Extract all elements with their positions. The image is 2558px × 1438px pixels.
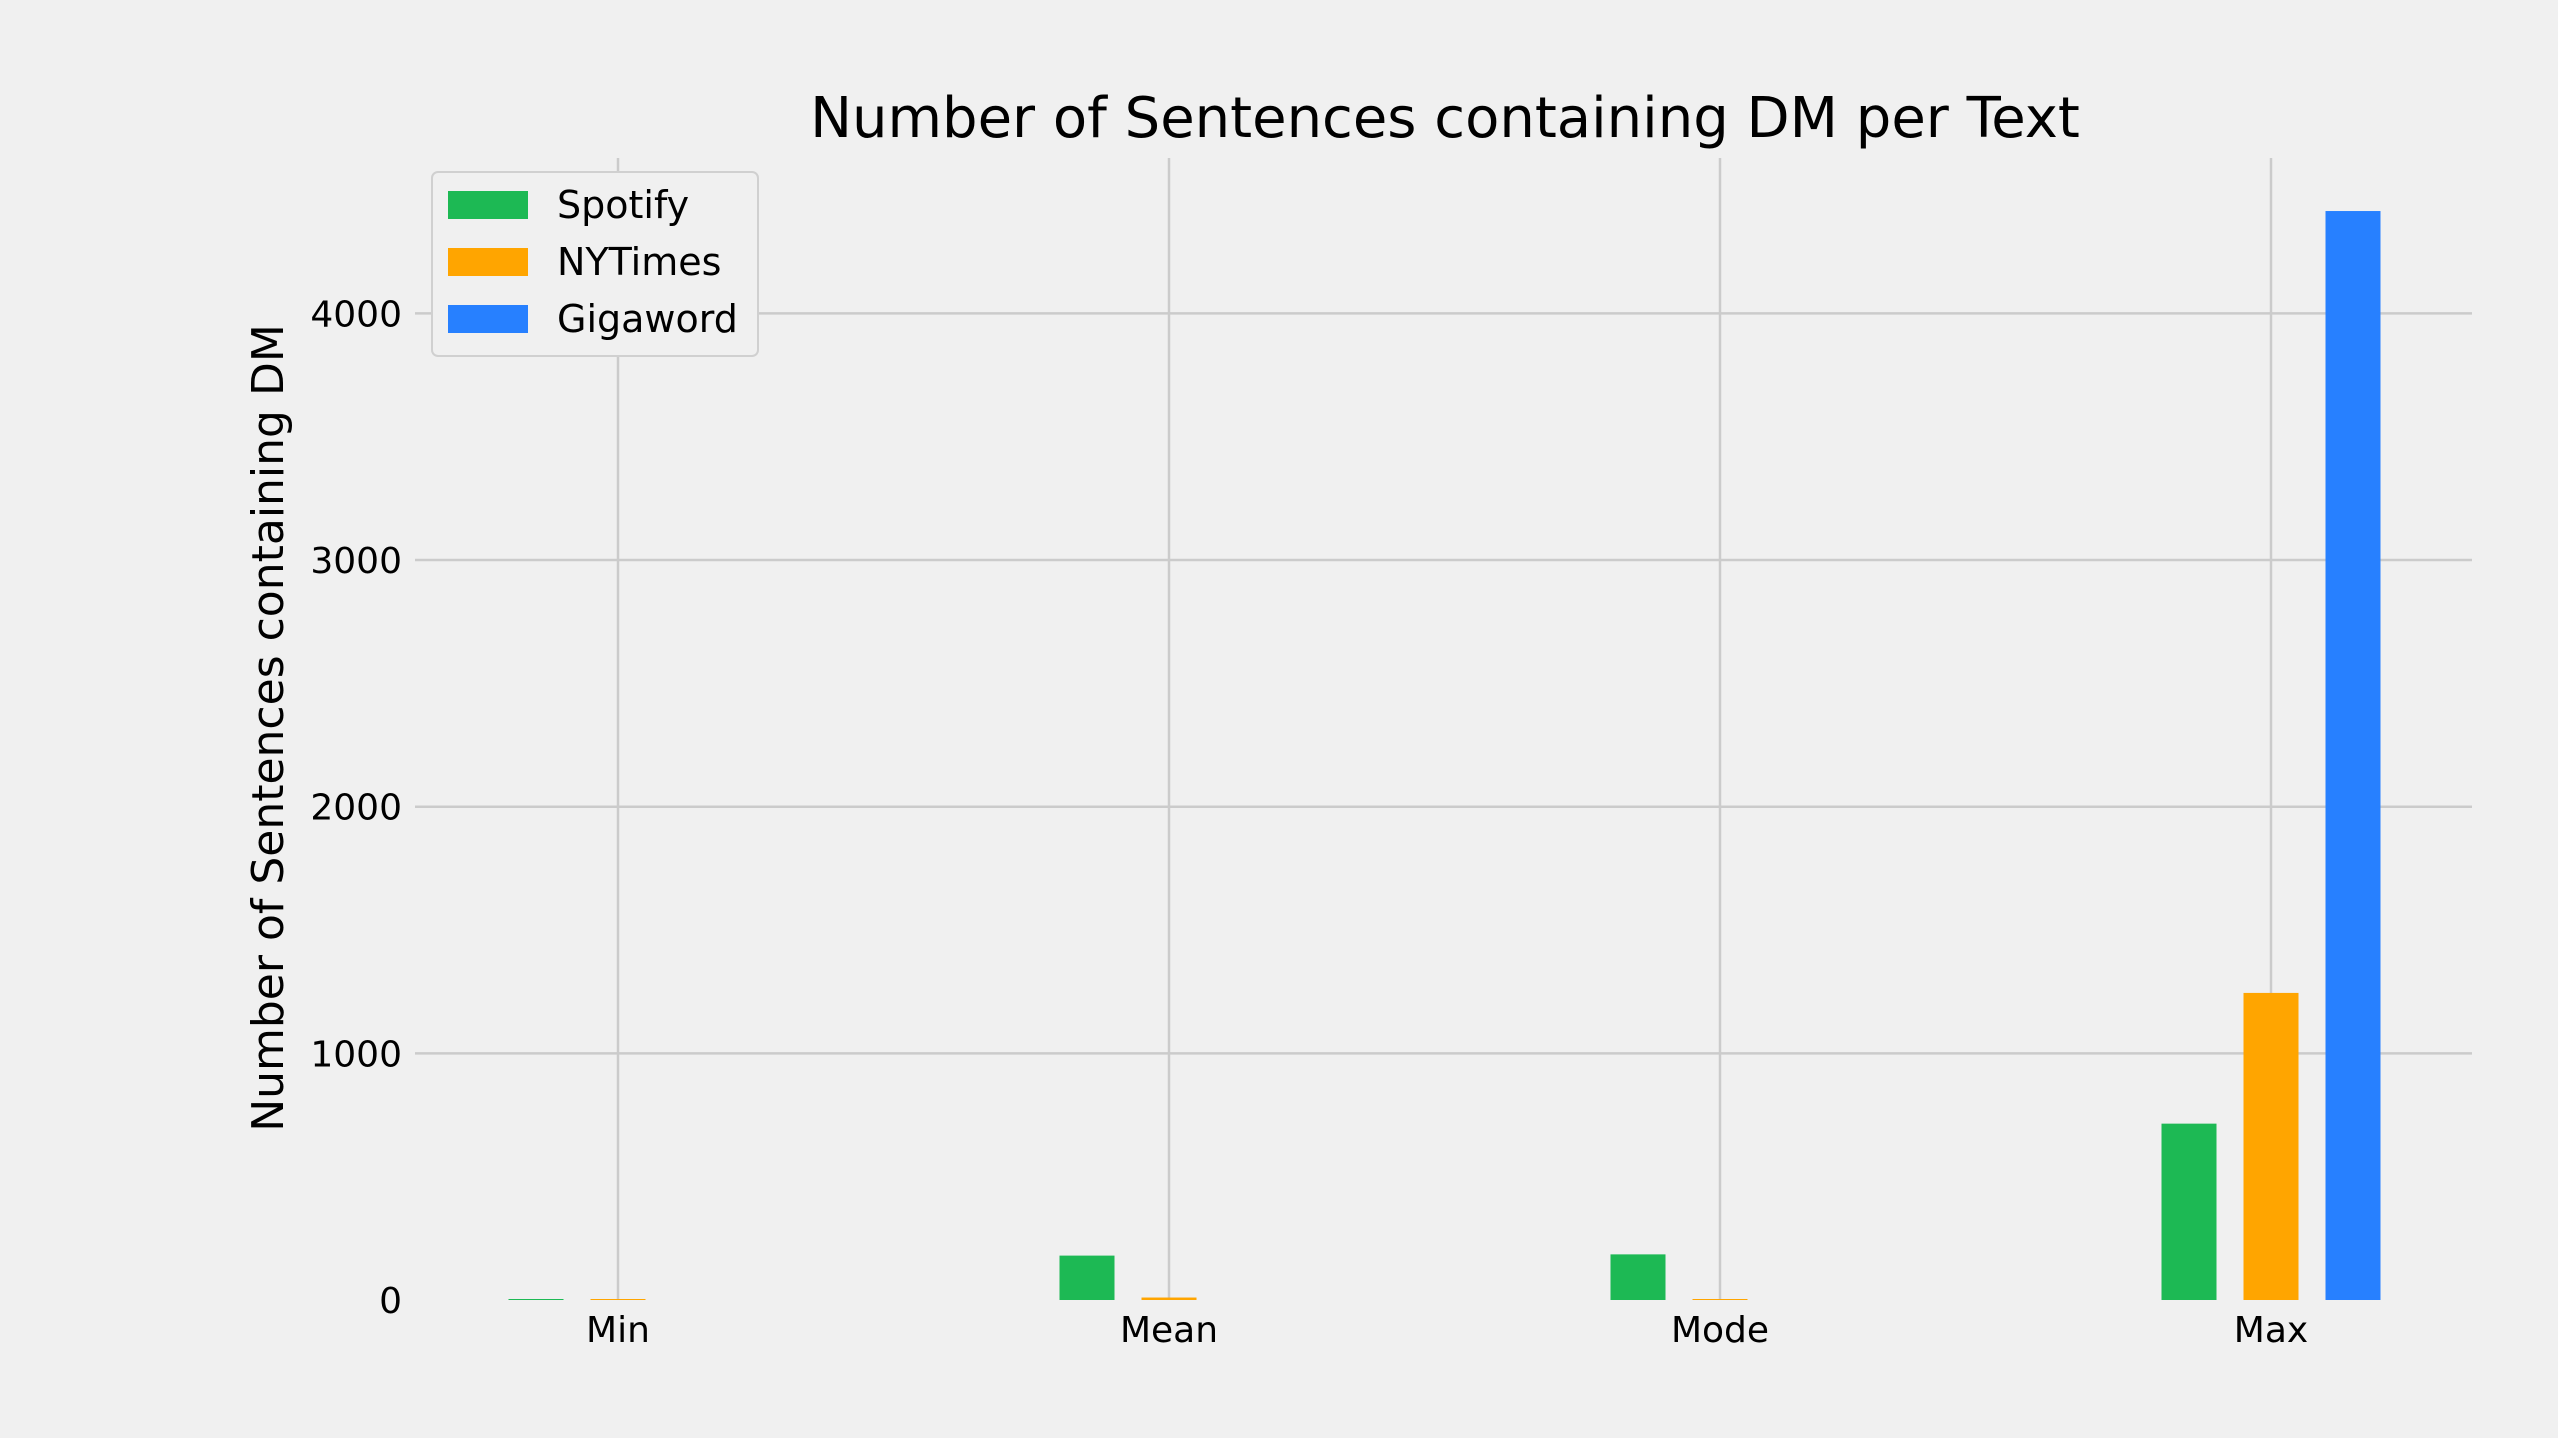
bar-nytimes-min	[590, 1299, 646, 1300]
x-tick-label: Min	[586, 1310, 650, 1351]
bars	[508, 211, 2381, 1300]
y-tick-label: 0	[379, 1281, 402, 1322]
bar-nytimes-mode	[1692, 1299, 1748, 1300]
x-tick-label: Max	[2234, 1310, 2308, 1351]
y-tick-label: 3000	[310, 541, 402, 582]
x-tick-label: Mode	[1671, 1310, 1769, 1351]
legend-label-spotify: Spotify	[557, 183, 689, 227]
x-tick-label: Mean	[1120, 1310, 1218, 1351]
bar-spotify-min	[508, 1299, 564, 1300]
bar-spotify-mean	[1059, 1255, 1115, 1300]
legend-swatch-nytimes	[448, 248, 528, 276]
bar-spotify-mode	[1610, 1254, 1666, 1300]
legend: Spotify NYTimes Gigaword	[431, 171, 759, 357]
legend-swatch-spotify	[448, 191, 528, 219]
bar-nytimes-mean	[1141, 1297, 1197, 1300]
bar-nytimes-max	[2243, 992, 2299, 1300]
y-axis-ticks: 0 1000 2000 3000 4000	[310, 294, 402, 1322]
x-axis-ticks: Min Mean Mode Max	[586, 1310, 2308, 1351]
legend-swatch-gigaword	[448, 305, 528, 333]
y-axis-title: Number of Sentences containing DM	[243, 324, 294, 1132]
bar-spotify-max	[2161, 1123, 2217, 1300]
bar-gigaword-max	[2325, 211, 2381, 1300]
y-tick-label: 4000	[310, 294, 402, 335]
legend-label-nytimes: NYTimes	[557, 240, 721, 284]
chart-title: Number of Sentences containing DM per Te…	[810, 86, 2080, 151]
y-tick-label: 1000	[310, 1034, 402, 1075]
legend-label-gigaword: Gigaword	[557, 297, 738, 341]
y-tick-label: 2000	[310, 788, 402, 829]
